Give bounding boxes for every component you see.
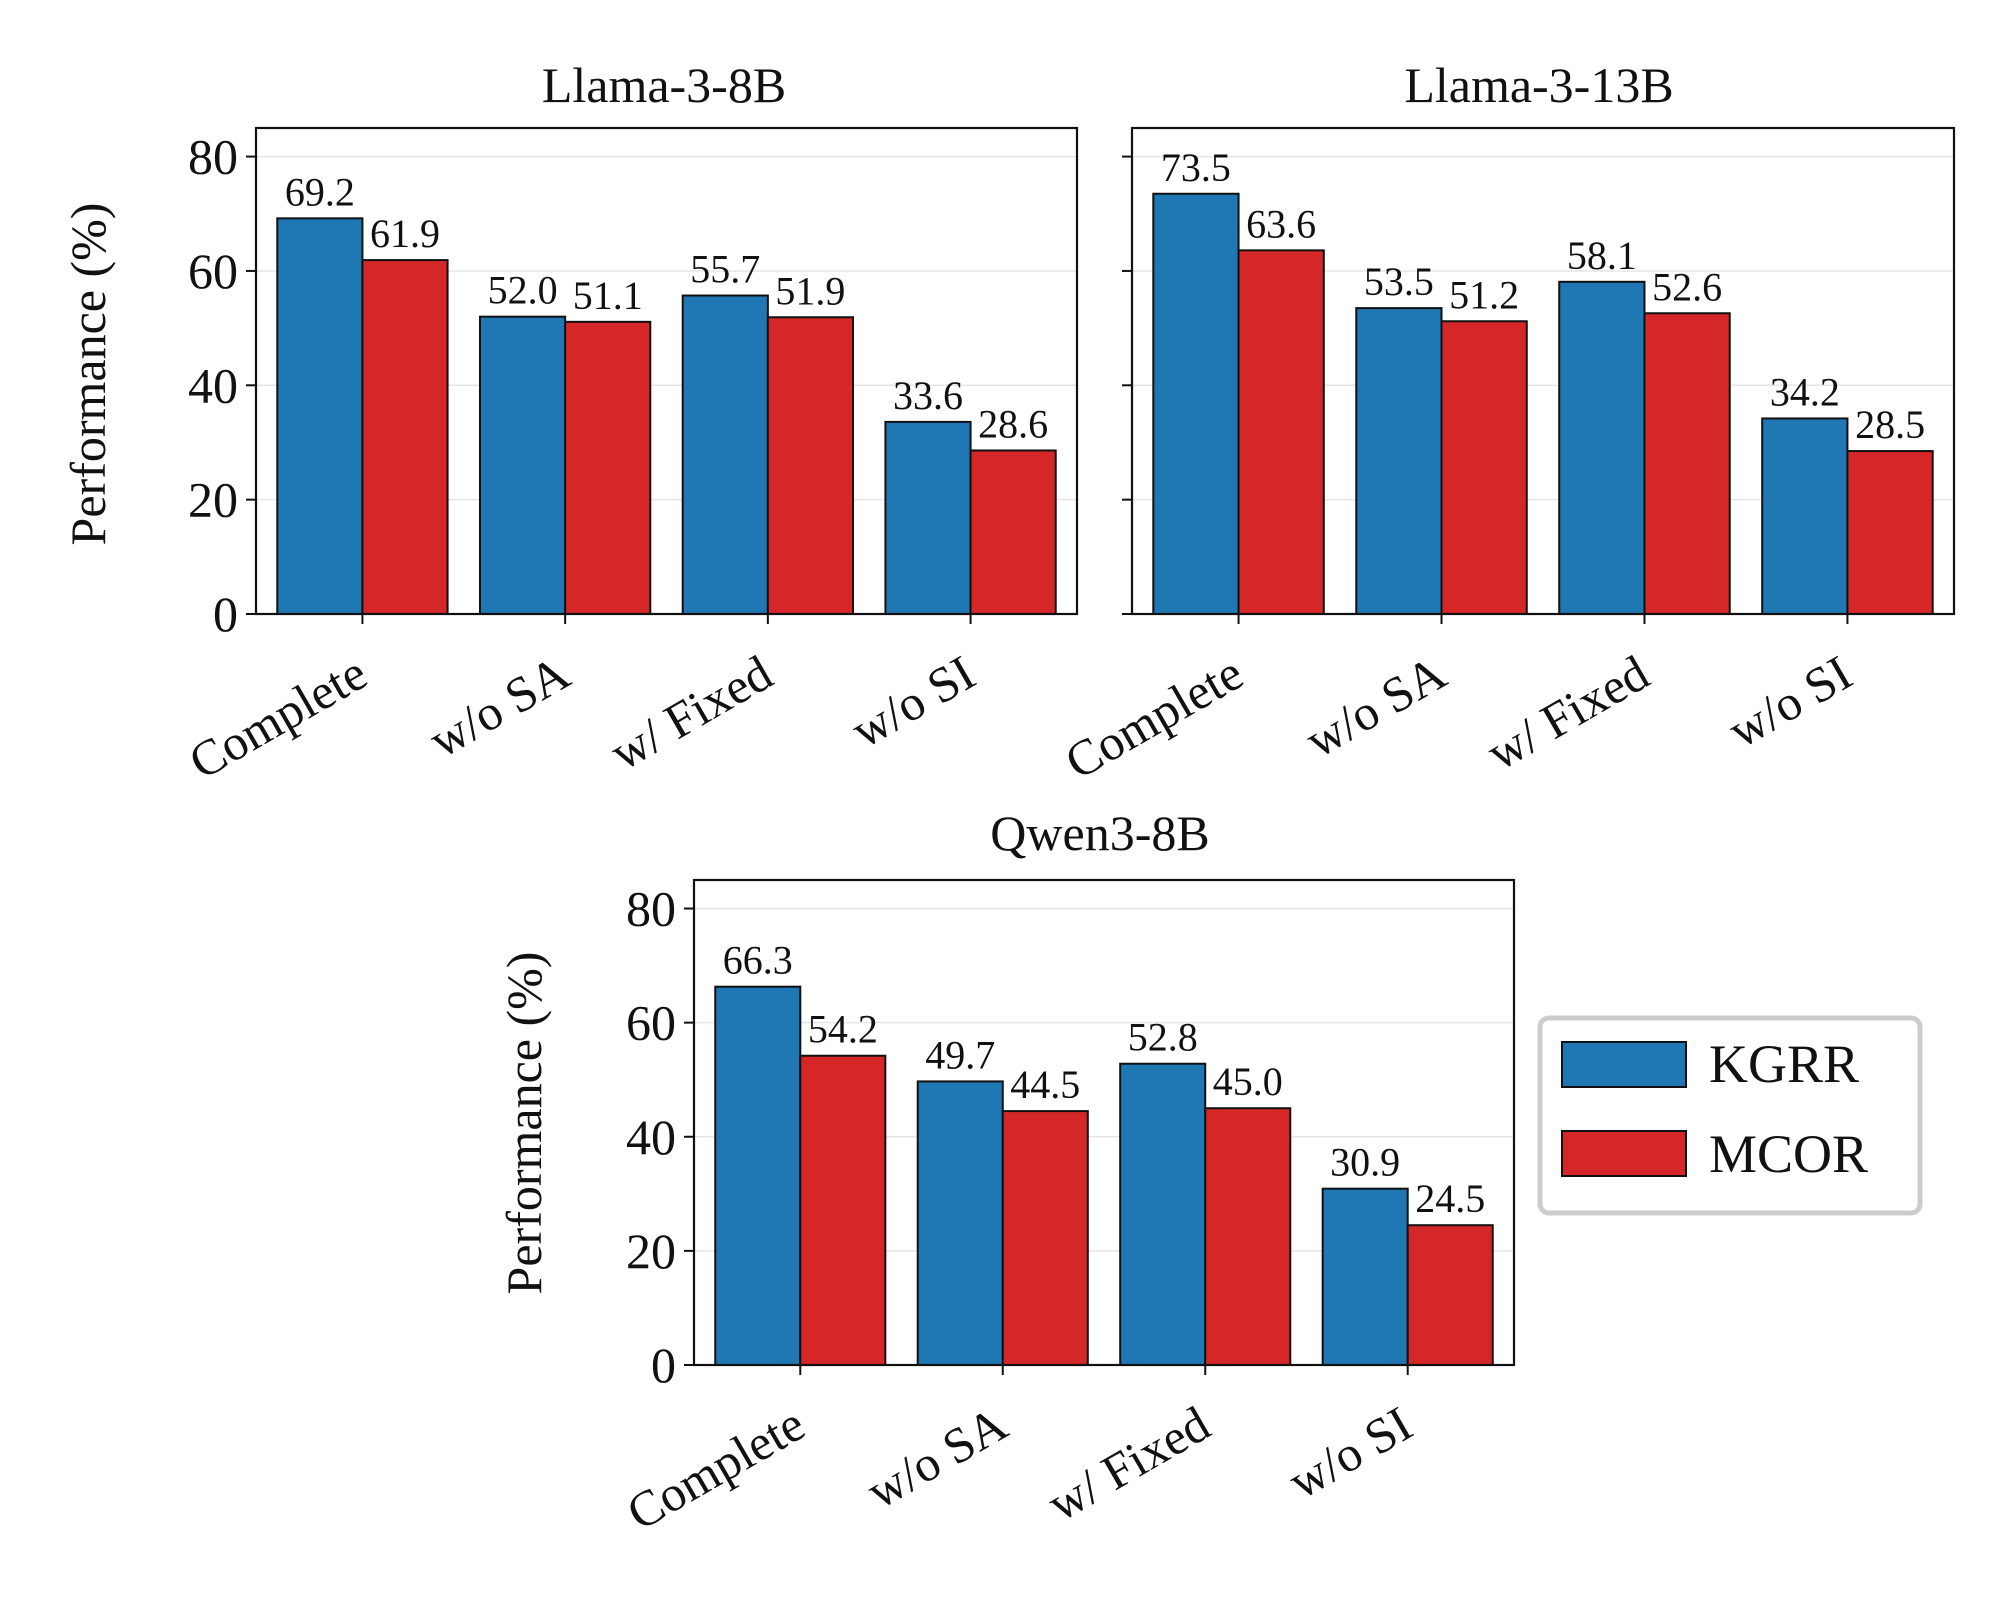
- value-label: 53.5: [1364, 259, 1434, 304]
- chart-llama-3-13b: Llama-3-13B 73.5 63.6 Complete 53.5 51.2 w/o …: [1056, 57, 1956, 790]
- plot-frame: [1130, 126, 1956, 616]
- y-tick-label: 80: [188, 129, 238, 185]
- value-label: 28.5: [1855, 402, 1925, 447]
- bar-kgrr: [1152, 192, 1240, 616]
- y-tick-label: 40: [188, 357, 238, 413]
- value-label: 66.3: [723, 938, 793, 983]
- bar-kgrr: [681, 294, 769, 615]
- x-tick-label: w/o SI: [1719, 644, 1861, 758]
- bar-mcor: [1204, 1107, 1292, 1367]
- value-label: 45.0: [1213, 1059, 1283, 1104]
- bar-mcor: [969, 449, 1057, 615]
- legend-label-mcor: MCOR: [1709, 1124, 1868, 1184]
- value-label: 52.0: [488, 268, 558, 313]
- legend: KGRR MCOR: [1537, 1015, 1923, 1216]
- value-label: 52.6: [1652, 264, 1722, 309]
- y-tick-label: 0: [651, 1337, 676, 1393]
- legend-swatch-mcor: [1561, 1130, 1687, 1177]
- value-label: 24.5: [1415, 1176, 1485, 1221]
- bar-mcor: [1440, 320, 1528, 615]
- y-axis-label: Performance (%): [496, 952, 552, 1295]
- x-tick-label: Complete: [617, 1395, 813, 1541]
- chart-title: Llama-3-13B: [1404, 57, 1673, 113]
- chart-title: Qwen3-8B: [990, 805, 1209, 861]
- x-tick-label: w/o SA: [420, 644, 579, 768]
- value-label: 73.5: [1161, 145, 1231, 190]
- value-label: 63.6: [1246, 201, 1316, 246]
- bar-kgrr: [714, 985, 802, 1366]
- plot-frame: [254, 126, 1079, 616]
- legend-label-kgrr: KGRR: [1709, 1034, 1859, 1094]
- y-tick-label: 20: [626, 1223, 676, 1279]
- bar-mcor: [361, 259, 449, 615]
- value-label: 28.6: [978, 401, 1048, 446]
- bar-kgrr: [1321, 1187, 1409, 1366]
- y-tick-label: 60: [626, 995, 676, 1051]
- value-label: 51.9: [775, 268, 845, 313]
- value-label: 69.2: [285, 169, 355, 214]
- x-tick-label: w/ Fixed: [601, 644, 782, 781]
- x-tick-label: w/o SI: [1279, 1395, 1421, 1509]
- value-label: 49.7: [925, 1032, 995, 1077]
- value-label: 55.7: [690, 247, 760, 292]
- value-label: 52.8: [1128, 1015, 1198, 1060]
- x-tick-label: Complete: [180, 644, 376, 790]
- x-tick-label: w/ Fixed: [1477, 644, 1658, 781]
- bar-mcor: [799, 1054, 887, 1367]
- bar-mcor: [1406, 1224, 1494, 1367]
- bar-kgrr: [916, 1080, 1004, 1366]
- value-label: 51.2: [1449, 272, 1519, 317]
- value-label: 54.2: [808, 1007, 878, 1052]
- bar-kgrr: [1119, 1062, 1207, 1366]
- x-tick-label: w/o SI: [842, 644, 984, 758]
- y-tick-label: 60: [188, 243, 238, 299]
- chart-title: Llama-3-8B: [542, 57, 786, 113]
- value-label: 44.5: [1010, 1062, 1080, 1107]
- chart-qwen3-8b: Qwen3-8B Performance (%) 66.3 54.2 Complet…: [496, 805, 1516, 1541]
- value-label: 51.1: [573, 273, 643, 318]
- bar-mcor: [564, 320, 652, 615]
- x-tick-label: w/ Fixed: [1038, 1395, 1219, 1532]
- y-tick-label: 0: [213, 586, 238, 642]
- y-tick-label: 20: [188, 472, 238, 528]
- bar-mcor: [766, 316, 854, 615]
- y-tick-label: 80: [626, 881, 676, 937]
- y-tick-label: 40: [626, 1109, 676, 1165]
- bar-kgrr: [1761, 417, 1849, 616]
- bar-mcor: [1643, 312, 1731, 615]
- bar-mcor: [1237, 249, 1325, 616]
- legend-swatch-kgrr: [1561, 1041, 1687, 1088]
- bar-kgrr: [479, 315, 567, 615]
- x-tick-label: Complete: [1056, 644, 1252, 790]
- bar-mcor: [1001, 1110, 1089, 1367]
- value-label: 34.2: [1770, 369, 1840, 414]
- bar-mcor: [1846, 450, 1934, 615]
- bar-kgrr: [1355, 307, 1443, 615]
- y-axis-label: Performance (%): [60, 203, 116, 546]
- value-label: 33.6: [893, 373, 963, 418]
- plot-frame: [692, 878, 1516, 1367]
- value-label: 58.1: [1567, 233, 1637, 278]
- value-label: 30.9: [1330, 1140, 1400, 1185]
- chart-llama-3-8b: Llama-3-8B Performance (%) 69.2 61.9 Compl…: [60, 57, 1079, 790]
- bar-kgrr: [1558, 280, 1646, 615]
- value-label: 61.9: [370, 211, 440, 256]
- x-tick-label: w/o SA: [857, 1395, 1016, 1519]
- bar-kgrr: [884, 420, 972, 615]
- x-tick-label: w/o SA: [1296, 644, 1455, 768]
- bar-kgrr: [276, 217, 364, 615]
